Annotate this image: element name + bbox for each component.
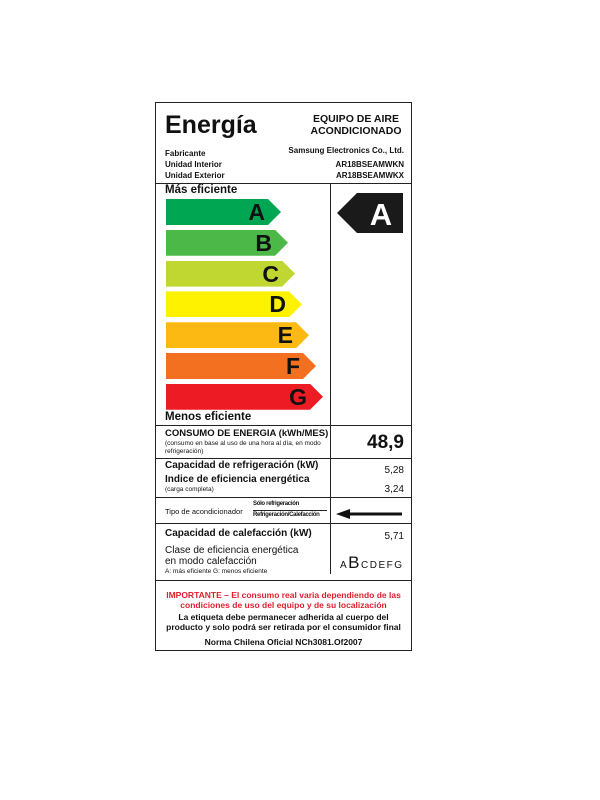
efficiency-bar-letter: F bbox=[285, 353, 300, 379]
efficiency-index: 3,24 bbox=[384, 484, 404, 495]
refrigeracion-capacity: 5,28 bbox=[384, 465, 404, 476]
efficiency-bar-letter: E bbox=[277, 322, 293, 349]
class-note: A: más eficiente G: menos eficiente bbox=[165, 568, 268, 575]
energy-label: Energía EQUIPO DE AIRE ACONDICIONADO Fab… bbox=[155, 102, 412, 651]
efficiency-index-note: (carga completa) bbox=[165, 486, 214, 493]
tipo-label: Tipo de acondicionador bbox=[165, 507, 243, 516]
heating-class-c: C bbox=[361, 560, 370, 571]
efficiency-bar-letter: G bbox=[289, 383, 307, 410]
refrigeracion-capacity-label: Capacidad de refrigeración (kW) bbox=[165, 460, 319, 471]
efficiency-bar-b: B bbox=[166, 229, 288, 256]
efficiency-bar-d: D bbox=[166, 291, 302, 318]
calefaccion-capacity-label: Capacidad de calefacción (kW) bbox=[165, 528, 312, 539]
interior-value: AR18BSEAMWKN bbox=[335, 160, 404, 169]
heating-class-a: A bbox=[340, 560, 349, 571]
equipment-type: EQUIPO DE AIRE ACONDICIONADO bbox=[310, 113, 402, 137]
important-notice: IMPORTANTE – El consumo real varia depen… bbox=[166, 590, 401, 610]
interior-label: Unidad Interior bbox=[165, 160, 222, 169]
heating-class-d: D bbox=[369, 560, 379, 571]
efficiency-index-label: Indice de eficiencia energética bbox=[165, 474, 310, 485]
efficiency-bar-c: C bbox=[166, 260, 295, 287]
heating-class-e: E bbox=[378, 560, 387, 571]
selected-type-arrow-icon bbox=[336, 509, 402, 519]
heating-class-g: G bbox=[394, 560, 404, 571]
efficiency-bar-e: E bbox=[166, 322, 309, 349]
class-label-line2: en modo calefacción bbox=[165, 556, 257, 567]
efficiency-bar-f: F bbox=[166, 353, 316, 379]
efficiency-bar-letter: B bbox=[255, 229, 272, 256]
field-labels: Fabricante Unidad Interior Unidad Exteri… bbox=[165, 148, 225, 181]
efficiency-bar-letter: D bbox=[269, 291, 286, 318]
heating-class-f: F bbox=[386, 560, 395, 571]
tipo-option-frio-calor: Refrigeración/Calefacción bbox=[253, 512, 320, 518]
consumo-value: 48,9 bbox=[367, 432, 404, 453]
fabricante-label: Fabricante bbox=[165, 149, 206, 158]
least-efficient-label: Menos eficiente bbox=[165, 411, 252, 423]
rating-arrow: A bbox=[337, 193, 403, 233]
efficiency-bar-a: A bbox=[166, 199, 281, 225]
fabricante-value: Samsung Electronics Co., Ltd. bbox=[288, 146, 404, 155]
efficiency-bar-g: G bbox=[166, 383, 323, 410]
tipo-option-solo: Sólo refrigeración bbox=[253, 501, 299, 507]
most-efficient-label: Más eficiente bbox=[165, 184, 238, 196]
exterior-value: AR18BSEAMWKX bbox=[335, 171, 404, 180]
heating-class-b: B bbox=[348, 553, 362, 572]
consumo-note: (consumo en base al uso de una hora al d… bbox=[165, 440, 321, 455]
label-notice: La etiqueta debe permanecer adherida al … bbox=[166, 612, 401, 632]
rating-letter: A bbox=[370, 197, 392, 232]
efficiency-bar-letter: A bbox=[248, 199, 265, 225]
exterior-label: Unidad Exterior bbox=[165, 171, 225, 180]
label-title: Energía bbox=[165, 111, 257, 139]
norma: Norma Chilena Oficial NCh3081.Of2007 bbox=[204, 637, 363, 647]
consumo-label: CONSUMO DE ENERGIA (kWh/MES) bbox=[165, 428, 329, 439]
calefaccion-class-label: Clase de eficiencia energética en modo c… bbox=[165, 545, 298, 567]
heating-class-scale: ABCDEFG bbox=[340, 553, 404, 573]
class-label-line1: Clase de eficiencia energética bbox=[165, 545, 299, 556]
field-values: Samsung Electronics Co., Ltd. AR18BSEAMW… bbox=[288, 145, 404, 181]
efficiency-bar-letter: C bbox=[262, 260, 279, 287]
calefaccion-capacity: 5,71 bbox=[384, 531, 404, 542]
